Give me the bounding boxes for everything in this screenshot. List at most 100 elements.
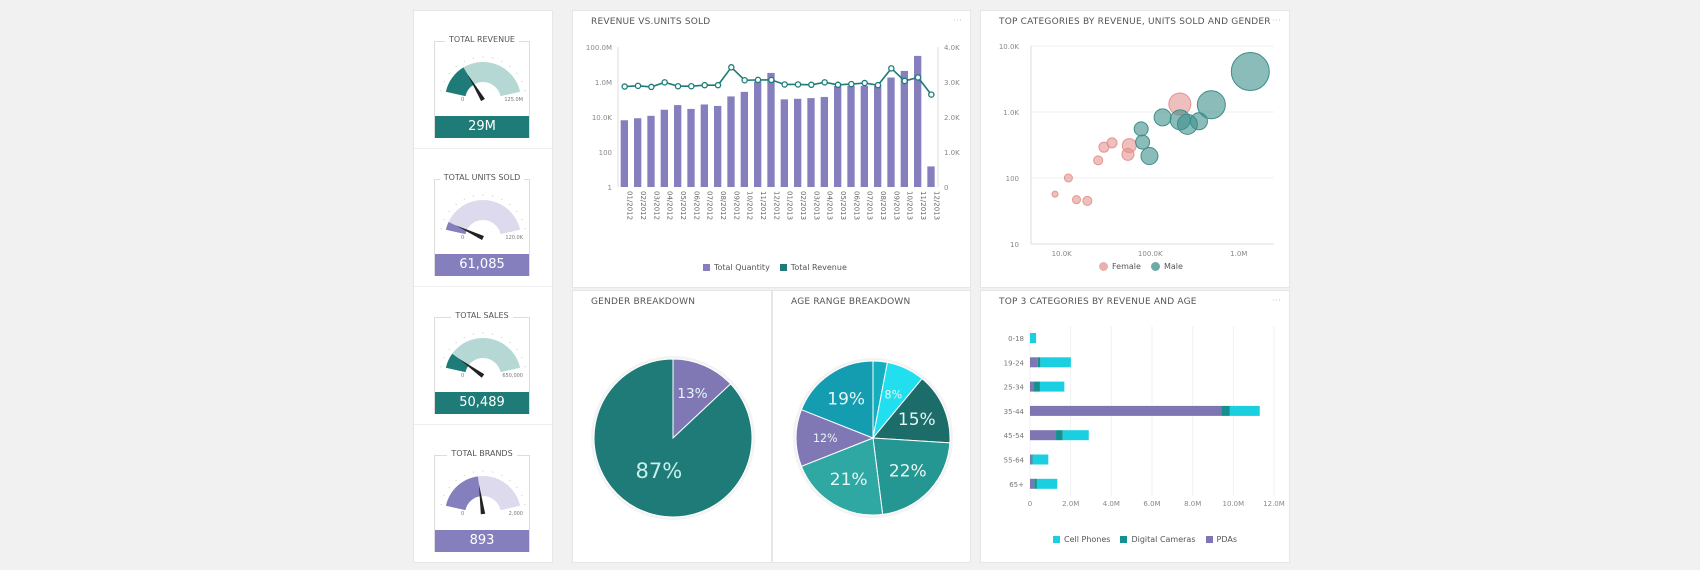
x-axis-tick: 0 (1028, 500, 1032, 508)
y-axis-tick: 19-24 (1004, 359, 1025, 367)
revenue-point (781, 81, 788, 88)
pie-label: 87% (636, 459, 683, 483)
male-bubble (1153, 108, 1172, 127)
legend-item-digital-cameras[interactable]: Digital Cameras (1120, 535, 1196, 544)
cell-phones-bar (1229, 405, 1260, 416)
kpi-value: 50,489 (435, 392, 529, 414)
gauge-tick (509, 341, 511, 344)
scatter-panel: TOP CATEGORIES BY REVENUE, UNITS SOLD AN… (980, 10, 1290, 288)
legend-label: Cell Phones (1064, 535, 1111, 544)
gauge-fill (445, 222, 467, 235)
kpi-title-text: TOTAL BRANDS (447, 449, 517, 458)
x-axis-tick: 11/2013 (919, 191, 927, 220)
x-axis-tick: 6.0M (1143, 500, 1160, 508)
gauge-fill (445, 476, 481, 511)
revenue-point (914, 74, 922, 81)
x-axis-tick: 03/2013 (812, 191, 820, 220)
quantity-bar (727, 96, 735, 187)
left-axis-tick: 1 (608, 184, 612, 192)
quantity-bar (794, 98, 802, 187)
legend-label: Female (1112, 262, 1141, 271)
kpi-card[interactable]: TOTAL SALES 0 650,000 50,489 (414, 287, 552, 425)
revenue-point (928, 91, 935, 98)
kpi-title-text: TOTAL UNITS SOLD (439, 173, 525, 182)
revenue-point (688, 82, 695, 90)
revenue-point (874, 81, 882, 89)
gauge-tick (492, 57, 494, 59)
gauge-tick (472, 195, 474, 197)
more-options-icon[interactable]: ⋯ (953, 16, 962, 26)
revenue-point (661, 79, 668, 86)
right-axis-tick: 1.0K (944, 149, 960, 157)
gauge-needle (455, 225, 484, 240)
gauge-needle (467, 74, 485, 102)
x-axis-tick: 08/2012 (719, 191, 727, 220)
x-axis-tick: 4.0M (1103, 500, 1120, 508)
gauge-tick (501, 336, 503, 338)
gauge-dial (440, 332, 526, 378)
gauge-tick (501, 474, 503, 476)
revenue-point (621, 83, 628, 90)
revenue-point (821, 79, 828, 86)
pie-label: 21% (830, 470, 868, 490)
pda-bar (1030, 478, 1035, 489)
quantity-bar (900, 70, 908, 187)
gauge-tick (501, 198, 503, 200)
quantity-bar (807, 98, 815, 187)
panel-title: TOP 3 CATEGORIES BY REVENUE AND AGE (999, 297, 1197, 307)
more-options-icon[interactable]: ⋯ (1272, 296, 1281, 306)
left-axis-tick: 1.0M (595, 79, 612, 87)
digital-cameras-bar (1033, 381, 1040, 392)
revenue-line (624, 66, 932, 96)
legend-item-cell-phones[interactable]: Cell Phones (1053, 535, 1110, 544)
gauge-min: 0 (461, 97, 465, 103)
quantity-bar (740, 91, 748, 187)
revenue-units-chart: 1 100 10.0K 1.0M 100.0M 0 1.0K 2.0K 3.0K 4.0K 01/2… (586, 44, 960, 220)
panel-title: REVENUE vs.UNITS SOLD (591, 17, 711, 27)
x-axis-tick: 10/2012 (746, 191, 754, 220)
gauge: TOTAL UNITS SOLD 0 120.0K 61,085 (434, 173, 530, 276)
cell-phones-bar (1062, 430, 1089, 441)
gauge-tick (516, 210, 518, 212)
quantity-bar (647, 115, 655, 187)
cell-phones-bar (1032, 454, 1049, 465)
revenue-point (834, 81, 842, 89)
kpi-value: 61,085 (435, 254, 529, 276)
revenue-point (768, 76, 775, 84)
male-bubble (1133, 121, 1149, 137)
y-axis-tick: 25-34 (1004, 384, 1025, 392)
kpi-card[interactable]: TOTAL REVENUE 0 125.0M 29M (414, 11, 552, 149)
left-axis-tick: 100.0M (586, 44, 612, 52)
gauge-dial (440, 56, 526, 102)
legend-item-pdas[interactable]: PDAs (1205, 535, 1237, 544)
legend-item-revenue[interactable]: Total Revenue (779, 263, 847, 272)
legend-item-quantity[interactable]: Total Quantity (703, 263, 770, 272)
gauge-tick (516, 72, 518, 74)
female-bubble (1082, 195, 1093, 206)
kpi-card[interactable]: TOTAL UNITS SOLD 0 120.0K 61,085 (414, 149, 552, 287)
gauge-needle (478, 484, 486, 515)
gauge-max: 120.0K (505, 235, 523, 241)
y-axis-tick: 55-64 (1004, 457, 1025, 465)
male-bubble (1135, 134, 1151, 150)
x-axis-tick: 05/2012 (679, 191, 687, 220)
legend-label: Total Revenue (790, 263, 847, 272)
male-bubble (1196, 90, 1226, 120)
revenue-point (861, 79, 868, 87)
gauge-tick (482, 332, 484, 334)
kpi-card[interactable]: TOTAL BRANDS 0 2,000 893 (414, 425, 552, 562)
x-axis-tick: 03/2012 (652, 191, 660, 220)
x-axis-tick: 11/2012 (759, 191, 767, 220)
legend-item-male[interactable]: Male (1150, 262, 1183, 271)
gauge-tick (524, 366, 526, 368)
x-axis-tick: 06/2012 (692, 191, 700, 220)
revenue-point (888, 65, 895, 72)
legend-item-female[interactable]: Female (1099, 262, 1141, 271)
more-options-icon[interactable]: ⋯ (1272, 16, 1281, 26)
pda-bar (1030, 430, 1057, 441)
revenue-point (901, 77, 908, 85)
cell-phones-bar (1036, 478, 1058, 489)
gauge-tick (455, 341, 457, 344)
gauge-max: 2,000 (508, 511, 523, 517)
x-axis-tick: 04/2013 (826, 191, 834, 220)
